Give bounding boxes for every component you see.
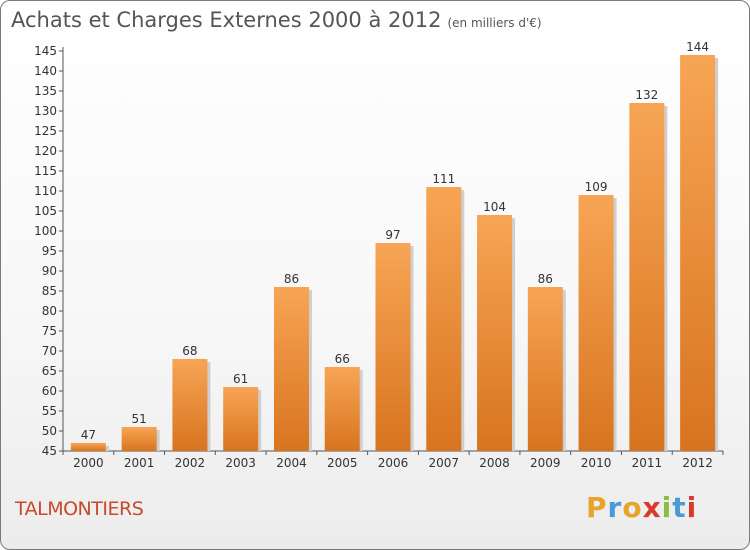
y-tick-label: 140 xyxy=(34,64,57,78)
y-tick-label: 110 xyxy=(34,184,57,198)
bar-2009 xyxy=(527,287,563,451)
bar-2007 xyxy=(426,187,462,451)
x-tick-label: 2005 xyxy=(327,456,358,470)
value-label: 68 xyxy=(182,344,197,358)
bar-2000 xyxy=(70,443,106,451)
bar-2001 xyxy=(121,427,157,451)
value-label: 66 xyxy=(335,352,350,366)
chart-subtitle: (en milliers d'€) xyxy=(447,16,542,30)
y-tick-label: 90 xyxy=(42,264,57,278)
y-tick-label: 145 xyxy=(34,44,57,58)
y-tick-label: 85 xyxy=(42,284,57,298)
bar-2005 xyxy=(324,367,360,451)
value-label: 109 xyxy=(585,180,608,194)
x-tick-label: 2002 xyxy=(175,456,206,470)
logo-letter: x xyxy=(642,491,662,524)
y-tick-label: 95 xyxy=(42,244,57,258)
logo-letter: o xyxy=(622,491,643,524)
proxiti-logo[interactable]: Proxiti xyxy=(586,491,697,524)
bar-2010 xyxy=(578,195,614,451)
bar-2011 xyxy=(629,103,665,451)
value-label: 86 xyxy=(538,272,553,286)
value-label: 61 xyxy=(233,372,248,386)
value-label: 86 xyxy=(284,272,299,286)
logo-letter: r xyxy=(607,491,623,524)
y-tick-label: 70 xyxy=(42,344,57,358)
logo-letter: i xyxy=(661,491,673,524)
x-tick-label: 2007 xyxy=(428,456,459,470)
logo-letter: i xyxy=(686,491,698,524)
value-label: 97 xyxy=(385,228,400,242)
y-tick-label: 105 xyxy=(34,204,57,218)
y-tick-label: 120 xyxy=(34,144,57,158)
y-tick-label: 50 xyxy=(42,424,57,438)
y-tick-label: 135 xyxy=(34,84,57,98)
x-tick-label: 2003 xyxy=(225,456,256,470)
x-tick-label: 2012 xyxy=(682,456,713,470)
x-tick-label: 2010 xyxy=(581,456,612,470)
x-tick-label: 2001 xyxy=(124,456,155,470)
y-tick-label: 115 xyxy=(34,164,57,178)
x-tick-label: 2004 xyxy=(276,456,307,470)
y-tick-label: 60 xyxy=(42,384,57,398)
axes: 45 50 55 60 65 70 75 80 85 90 95 100 105 110 115 120 125… xyxy=(34,44,724,470)
y-tick-label: 100 xyxy=(34,224,57,238)
bar-2002 xyxy=(172,359,208,451)
value-label: 104 xyxy=(483,200,506,214)
y-tick-label: 45 xyxy=(42,444,57,458)
x-tick-label: 2008 xyxy=(479,456,510,470)
title-text: Achats et Charges Externes 2000 à 2012 xyxy=(11,8,442,32)
bar-2004 xyxy=(273,287,309,451)
logo-letter: P xyxy=(586,491,608,524)
y-tick-label: 125 xyxy=(34,124,57,138)
value-label: 47 xyxy=(81,428,96,442)
x-tick-label: 2009 xyxy=(530,456,561,470)
town-name: TALMONTIERS xyxy=(15,498,144,520)
value-label: 144 xyxy=(686,40,709,54)
value-label: 51 xyxy=(132,412,147,426)
chart-title: Achats et Charges Externes 2000 à 2012 (e… xyxy=(11,8,542,32)
bar-2012 xyxy=(680,55,716,451)
value-label: 132 xyxy=(635,88,658,102)
y-tick-label: 130 xyxy=(34,104,57,118)
bar-2008 xyxy=(477,215,513,451)
x-tick-label: 2011 xyxy=(632,456,663,470)
y-tick-label: 75 xyxy=(42,324,57,338)
y-tick-label: 65 xyxy=(42,364,57,378)
bar-2003 xyxy=(223,387,259,451)
bars xyxy=(70,55,719,451)
y-tick-label: 55 xyxy=(42,404,57,418)
data-labels: 47 51 68 61 86 66 97 111 104 86 109 132 144 xyxy=(81,40,709,442)
x-tick-label: 2000 xyxy=(73,456,104,470)
x-tick-label: 2006 xyxy=(378,456,409,470)
y-tick-label: 80 xyxy=(42,304,57,318)
value-label: 111 xyxy=(432,172,455,186)
logo-letter: t xyxy=(672,491,687,524)
bar-2006 xyxy=(375,243,411,451)
